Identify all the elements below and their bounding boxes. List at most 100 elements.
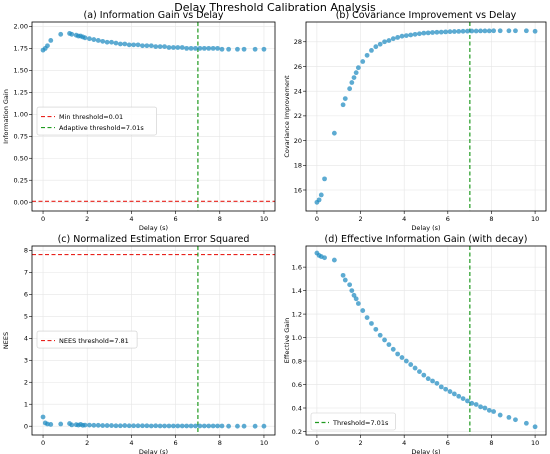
data-point xyxy=(390,36,396,42)
data-point xyxy=(497,28,503,34)
data-point xyxy=(100,38,106,44)
x-tick-label: 4 xyxy=(129,439,133,447)
data-point xyxy=(438,384,444,390)
y-tick-label: 16 xyxy=(294,186,302,194)
y-axis-label: Covariance Improvement xyxy=(283,75,291,158)
y-tick-label: 0.4 xyxy=(292,404,302,412)
data-point xyxy=(364,315,370,321)
y-tick-label: 22 xyxy=(294,112,302,120)
data-point xyxy=(349,80,355,85)
data-point xyxy=(408,362,414,367)
data-point xyxy=(451,29,457,34)
data-point xyxy=(226,423,232,429)
data-point xyxy=(157,423,163,429)
data-point xyxy=(403,33,409,38)
data-point xyxy=(506,28,512,34)
data-point xyxy=(347,282,353,288)
data-point xyxy=(162,423,167,429)
data-point xyxy=(491,28,497,34)
x-tick-label: 4 xyxy=(129,215,133,223)
data-point xyxy=(122,423,128,428)
data-point xyxy=(486,407,492,413)
x-tick-label: 2 xyxy=(358,215,362,223)
data-point xyxy=(140,43,145,49)
data-point xyxy=(408,32,414,38)
data-point xyxy=(193,423,198,429)
y-tick-label: 1.6 xyxy=(292,263,302,271)
y-tick-label: 0.50 xyxy=(14,155,28,163)
data-point xyxy=(434,29,440,35)
data-layer xyxy=(314,246,538,435)
data-point xyxy=(144,43,150,49)
data-point xyxy=(491,409,497,414)
x-tick-label: 4 xyxy=(402,215,406,223)
data-point xyxy=(425,30,431,36)
data-point xyxy=(456,393,462,399)
x-tick-label: 10 xyxy=(260,215,268,223)
plot-frame xyxy=(31,245,276,436)
data-point xyxy=(377,332,383,338)
data-point xyxy=(443,386,449,392)
data-point xyxy=(87,36,92,42)
chart-panel-3: (d) Effective Information Gain (with dec… xyxy=(283,234,547,454)
x-tick-label: 2 xyxy=(85,215,89,223)
data-point xyxy=(465,28,470,34)
data-point xyxy=(82,422,88,428)
data-point xyxy=(473,402,479,407)
data-point xyxy=(91,37,97,42)
data-point xyxy=(360,308,366,313)
data-point xyxy=(87,422,92,428)
data-point xyxy=(438,29,444,35)
data-point xyxy=(261,46,267,52)
data-point xyxy=(131,423,137,429)
data-point xyxy=(421,30,427,36)
chart-title: (b) Covariance Improvement vs Delay xyxy=(336,10,517,21)
data-point xyxy=(215,45,220,51)
data-point xyxy=(331,257,337,263)
legend-box xyxy=(310,412,396,431)
figure-title: Delay Threshold Calibration Analysis xyxy=(174,1,376,14)
data-point xyxy=(166,423,172,429)
y-tick-label: 2 xyxy=(24,379,28,387)
data-point xyxy=(206,45,212,51)
data-point xyxy=(188,45,194,51)
data-point xyxy=(197,45,203,51)
data-point xyxy=(340,272,346,278)
data-point xyxy=(355,65,361,71)
chart-panel-2: (c) Normalized Estimation Error Squared 0… xyxy=(2,234,276,454)
data-point xyxy=(382,39,387,45)
data-point xyxy=(82,35,88,41)
data-point xyxy=(451,391,457,397)
data-point xyxy=(403,358,409,364)
data-point xyxy=(162,44,167,50)
chart-title: (c) Normalized Estimation Error Squared xyxy=(58,234,250,245)
data-point xyxy=(166,45,172,50)
data-point xyxy=(148,43,154,49)
plot-area xyxy=(306,246,546,435)
data-layer xyxy=(314,22,538,211)
data-point xyxy=(95,422,101,428)
y-tick-label: 0.25 xyxy=(14,177,28,185)
data-point xyxy=(219,46,225,52)
data-point xyxy=(252,46,258,52)
data-point xyxy=(447,29,453,35)
data-point xyxy=(104,423,110,428)
y-tick-label: 0.75 xyxy=(14,133,28,141)
data-point xyxy=(318,192,324,198)
legend-box xyxy=(36,106,157,136)
data-point xyxy=(377,41,383,47)
x-tick-label: 6 xyxy=(446,215,450,223)
data-point xyxy=(399,355,405,360)
data-point xyxy=(117,423,123,429)
legend-box xyxy=(36,330,138,349)
data-point xyxy=(104,39,110,45)
plot-frame xyxy=(31,21,276,212)
legend-label: Min threshold=0.01 xyxy=(59,113,123,121)
x-tick-label: 4 xyxy=(402,439,406,447)
data-point xyxy=(201,423,207,429)
data-point xyxy=(48,422,54,427)
data-point xyxy=(523,28,529,34)
data-point xyxy=(322,255,327,261)
